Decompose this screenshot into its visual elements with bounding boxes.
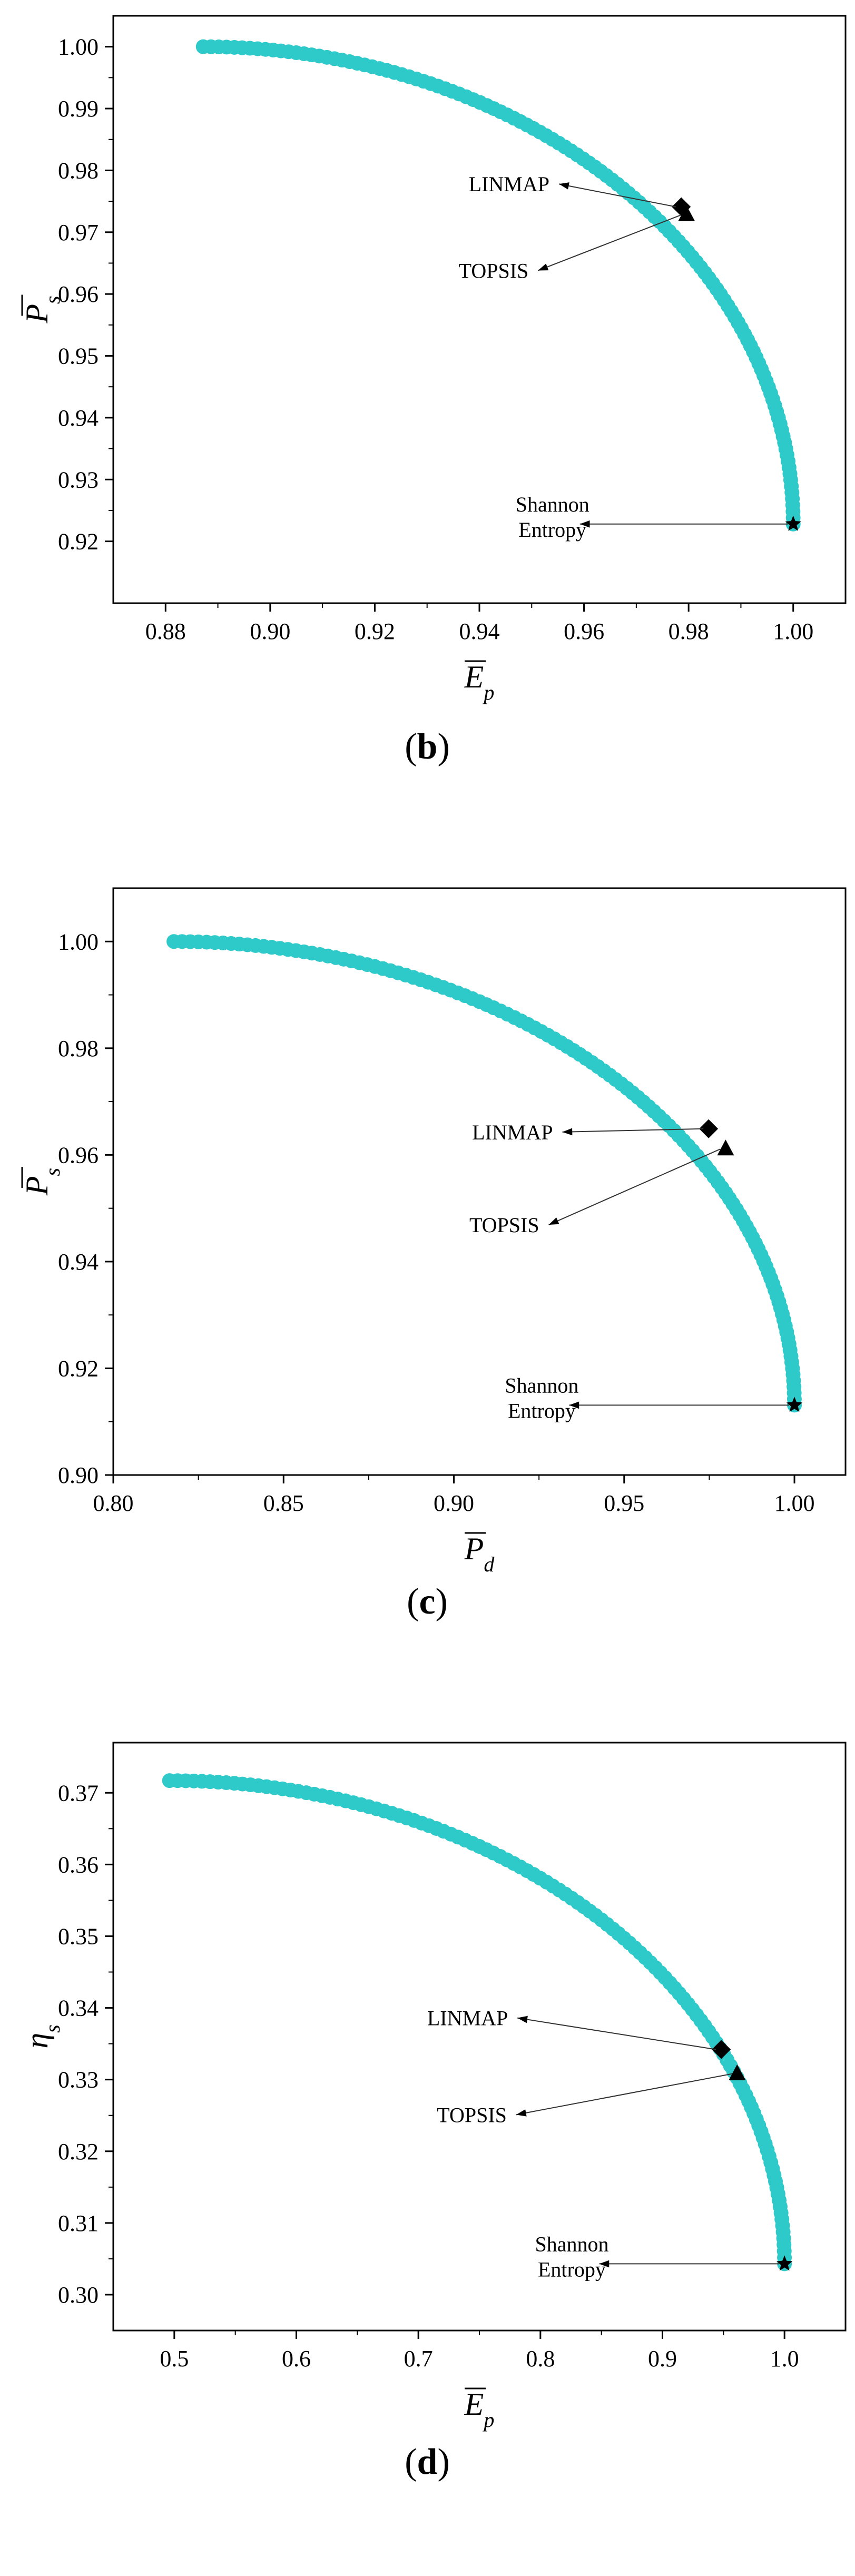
x-tick-label: 0.9 [648,2346,677,2372]
y-tick-label: 1.00 [58,929,99,955]
y-tick-label: 0.33 [58,2067,99,2093]
annotation-label: Entropy [538,2257,606,2281]
y-tick-label: 0.32 [58,2139,99,2165]
y-tick-label: 0.99 [58,96,99,122]
x-tick-label: 0.6 [282,2346,311,2372]
figure-caption: (d) [405,2442,450,2482]
x-axis-label: Pd [464,1531,495,1576]
y-tick-label: 0.98 [58,158,99,183]
y-tick-label: 0.96 [58,1142,99,1168]
chart-b-svg: 0.88 0.90 0.92 0.94 0.96 0.98 1.00 0.92 0.93 0.94… [19,15,847,767]
y-tick-label: 0.37 [58,1780,99,1806]
chart-panel-b: 0.88 0.90 0.92 0.94 0.96 0.98 1.00 0.92 0.93 0.94… [0,0,855,858]
x-tick-label: 0.92 [355,618,395,644]
shannon-entropy-marker [786,1397,803,1412]
annotation-arrow [516,2073,732,2116]
y-tick-label: 0.96 [58,281,99,307]
y-axis-label: ηs [19,2024,64,2048]
x-tick-label: 0.5 [160,2346,189,2372]
annotation-arrowhead [559,182,569,190]
x-tick-label: 1.00 [773,618,813,644]
y-tick-label: 0.92 [58,529,99,555]
x-axis-label: Ep [464,660,495,704]
x-tick-label: 0.80 [93,1490,134,1516]
y-tick-label: 0.97 [58,220,99,245]
x-tick-label: 1.00 [774,1490,815,1516]
annotation-label: Shannon [516,493,589,516]
annotation-label: Shannon [505,1373,578,1397]
x-tick-label: 0.98 [669,618,709,644]
x-tick-label: 0.95 [604,1490,644,1516]
y-tick-label: 0.94 [58,1249,99,1275]
chart-c-svg: 0.80 0.85 0.90 0.95 1.00 0.90 0.92 0.94 0.96 0.98… [19,887,847,1622]
y-tick-label: 0.36 [58,1852,99,1877]
annotation-arrowhead [562,1128,573,1136]
y-tick-label: 0.90 [58,1462,99,1488]
annotation-label: Shannon [535,2232,608,2256]
x-tick-label: 0.90 [250,618,290,644]
annotation-arrow [562,1128,704,1133]
annotation-arrow [548,1148,721,1225]
topsis-marker [678,205,695,221]
annotation-label: LINMAP [472,1120,553,1144]
x-tick-label: 0.96 [564,618,604,644]
annotation-arrow [558,183,676,208]
figure-caption: (c) [407,1581,448,1622]
annotation-label: LINMAP [427,2007,508,2030]
annotation-label: TOPSIS [469,1213,539,1237]
y-axis-label: Ps [19,1168,64,1196]
x-tick-label: 0.8 [526,2346,555,2372]
chart-panel-c: 0.80 0.85 0.90 0.95 1.00 0.90 0.92 0.94 0.96 0.98… [0,858,855,1715]
y-tick-label: 0.92 [58,1355,99,1381]
shannon-entropy-marker [785,515,801,531]
y-tick-label: 0.31 [58,2210,99,2236]
annotation-arrow [537,214,682,271]
linmap-marker [699,1119,719,1138]
x-axis-label: Ep [464,2387,495,2432]
chart-panel-d: 0.5 0.6 0.7 0.8 0.9 1.0 0.30 0.31 0.32 0.33 0.34 0.… [0,1715,855,2573]
y-axis-label: Ps [19,296,64,323]
linmap-marker [712,2040,731,2059]
topsis-marker [729,2064,746,2080]
y-tick-label: 0.95 [58,343,99,369]
y-tick-label: 0.98 [58,1036,99,1061]
annotation-label: LINMAP [469,172,549,196]
annotation-label: Entropy [508,1399,576,1422]
y-tick-label: 0.94 [58,405,99,431]
x-tick-label: 0.85 [263,1490,304,1516]
chart-d-svg: 0.5 0.6 0.7 0.8 0.9 1.0 0.30 0.31 0.32 0.33 0.34 0.… [19,1742,847,2482]
annotation-arrowhead [538,263,549,271]
annotation-label: TOPSIS [437,2103,507,2127]
annotation-arrowhead [569,1401,579,1409]
plot-frame [112,1742,847,2332]
annotation-arrow [517,2017,716,2050]
y-tick-label: 0.30 [58,2282,99,2308]
annotation-arrowhead [517,2015,528,2023]
y-tick-label: 1.00 [58,34,99,60]
x-tick-label: 0.7 [404,2346,433,2372]
annotation-arrowhead [548,1217,559,1225]
x-tick-label: 0.88 [145,618,186,644]
x-tick-label: 1.0 [770,2346,799,2372]
shannon-entropy-marker [776,2255,793,2271]
y-tick-label: 0.35 [58,1923,99,1949]
y-tick-label: 0.93 [58,467,99,493]
plot-frame [112,887,847,1476]
annotation-label: Entropy [518,518,586,542]
annotation-label: TOPSIS [459,259,529,283]
annotation-arrowhead [579,520,590,528]
x-tick-label: 0.90 [434,1490,474,1516]
annotation-arrowhead [599,2260,610,2268]
annotation-arrowhead [516,2109,527,2117]
figure-caption: (b) [405,726,450,767]
x-tick-label: 0.94 [459,618,500,644]
topsis-marker [717,1139,734,1156]
y-tick-label: 0.34 [58,1995,99,2021]
